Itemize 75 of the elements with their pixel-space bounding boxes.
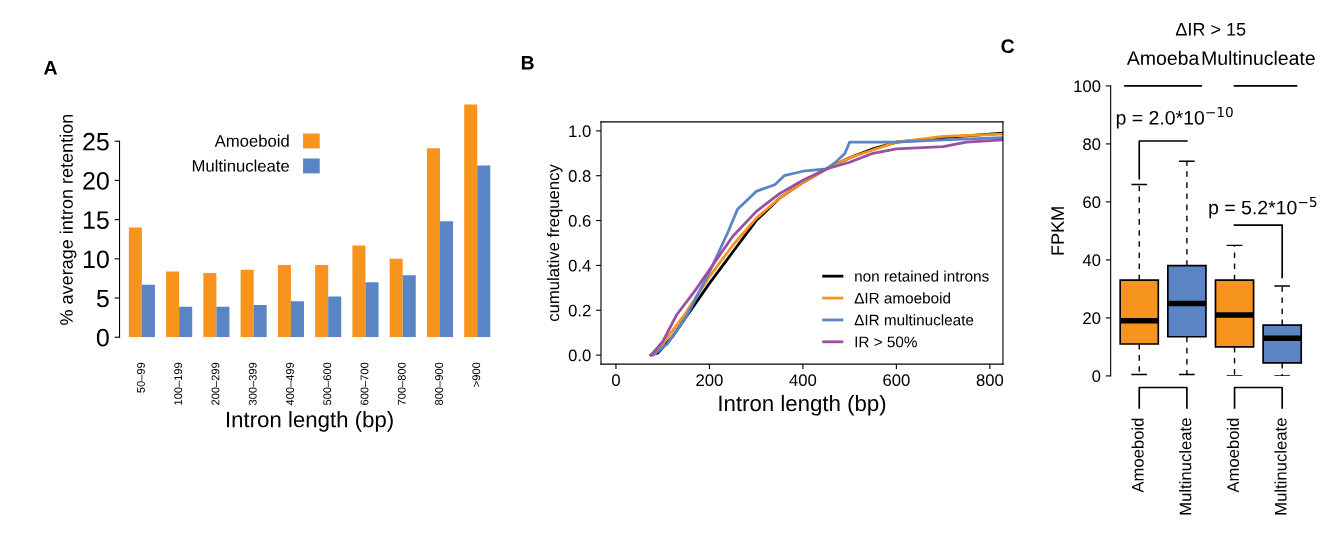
y-tick-label: 1.0 — [569, 125, 591, 138]
x-tick-label: 50–99 — [137, 362, 145, 393]
bar — [365, 282, 379, 338]
x-tick-label: Multinucleate — [1274, 418, 1287, 515]
y-tick-label: 0.2 — [568, 304, 591, 317]
x-axis-title: Intron length (bp) — [227, 411, 393, 432]
y-tick-label: 0.6 — [568, 214, 591, 227]
y-tick-label: 0.4 — [568, 259, 591, 272]
legend-label: ΔIR multinucleate — [854, 314, 974, 326]
text: Multinucleate — [1202, 50, 1315, 66]
y-tick-label: 15 — [83, 211, 109, 229]
legend-label: non retained introns — [855, 270, 989, 282]
annotation: p = 2.0*10$^{−10}$ — [1116, 106, 1233, 129]
bar — [328, 296, 342, 338]
bar — [315, 265, 329, 338]
bar — [240, 269, 254, 338]
legend-label: ΔIR amoeboid — [854, 292, 951, 304]
y-axis-title: FPKM — [1051, 207, 1064, 255]
x-tick-label: 800 — [976, 374, 1004, 387]
y-axis-title: % average intron retention — [59, 114, 77, 325]
bar — [141, 284, 155, 338]
x-tick-label: Amoeboid — [1131, 418, 1144, 493]
x-tick-label: 800–900 — [435, 362, 443, 406]
bar — [277, 265, 291, 338]
bar — [439, 221, 454, 338]
bar — [464, 104, 478, 338]
bar — [253, 305, 267, 338]
chart-title: C — [1001, 39, 1015, 54]
y-tick-label: 10 — [83, 250, 109, 269]
y-tick-label: 25 — [83, 132, 109, 151]
y-tick-label: 0 — [96, 328, 109, 347]
x-tick-label: 400–499 — [286, 362, 294, 406]
y-tick-label: 20 — [1083, 312, 1101, 325]
chart-title: A — [44, 61, 58, 75]
x-tick-label: 700–800 — [397, 362, 406, 405]
chart-title: B — [521, 56, 534, 70]
x-tick-label: >900 — [472, 362, 481, 387]
bar — [477, 165, 491, 338]
legend-label: IR > 50% — [855, 336, 917, 348]
y-tick-label: 5 — [96, 289, 109, 308]
y-tick-label: 0.0 — [568, 349, 591, 362]
bar — [216, 306, 230, 338]
bar — [128, 227, 142, 338]
bar — [389, 258, 403, 338]
y-tick-label: 40 — [1082, 254, 1101, 267]
text: Amoeba — [1126, 50, 1200, 66]
x-tick-label: 100–199 — [174, 362, 183, 405]
y-tick-label: 20 — [83, 172, 109, 190]
bar — [203, 272, 217, 338]
x-tick-label: Multinucleate — [1179, 418, 1192, 515]
y-tick-label: 0.8 — [568, 170, 591, 182]
legend-label: Amoeboid — [214, 134, 289, 147]
bar — [290, 301, 304, 338]
y-tick-label: 60 — [1083, 196, 1101, 209]
x-tick-label: 600 — [883, 374, 910, 387]
bar — [166, 271, 180, 338]
x-tick-label: 0 — [611, 374, 620, 387]
x-tick-label: 400 — [789, 374, 817, 387]
x-tick-label: 500–600 — [323, 362, 332, 406]
x-tick-label: 200–299 — [211, 362, 220, 405]
bar — [402, 275, 416, 338]
x-tick-label: Amoeboid — [1226, 418, 1240, 493]
annotation: p = 5.2*10$^{−5}$ — [1209, 196, 1317, 219]
x-axis-title: Intron length (bp) — [719, 394, 886, 416]
x-tick-label: 200 — [696, 374, 723, 387]
bar — [352, 245, 366, 338]
y-tick-label: 100 — [1074, 80, 1101, 93]
text: ΔIR > 15 — [1175, 23, 1246, 36]
x-tick-label: 300–399 — [248, 362, 257, 406]
legend-label: Multinucleate — [192, 159, 289, 172]
y-tick-label: 80 — [1083, 138, 1101, 151]
bar — [179, 306, 193, 338]
x-tick-label: 600–700 — [360, 362, 369, 405]
bar — [426, 148, 440, 338]
y-axis-title: cumulative frequency — [547, 164, 563, 322]
